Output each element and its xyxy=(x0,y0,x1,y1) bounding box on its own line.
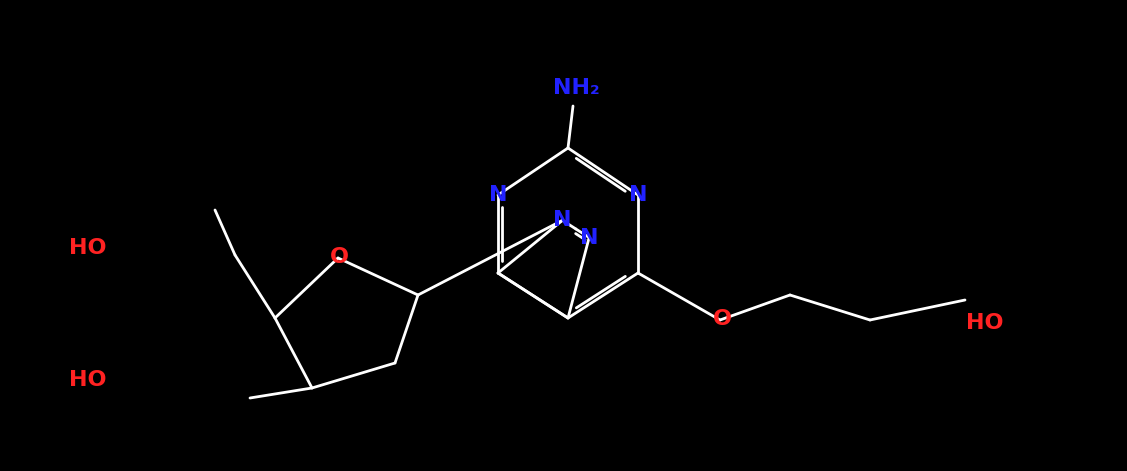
Text: N: N xyxy=(553,211,571,230)
Text: N: N xyxy=(580,227,598,248)
Text: O: O xyxy=(329,247,348,267)
Text: O: O xyxy=(712,309,731,329)
Text: N: N xyxy=(489,185,507,205)
Text: HO: HO xyxy=(966,313,1004,333)
Text: N: N xyxy=(629,185,647,205)
Text: NH₂: NH₂ xyxy=(552,78,600,98)
Text: HO: HO xyxy=(69,238,107,258)
Text: HO: HO xyxy=(69,370,107,390)
